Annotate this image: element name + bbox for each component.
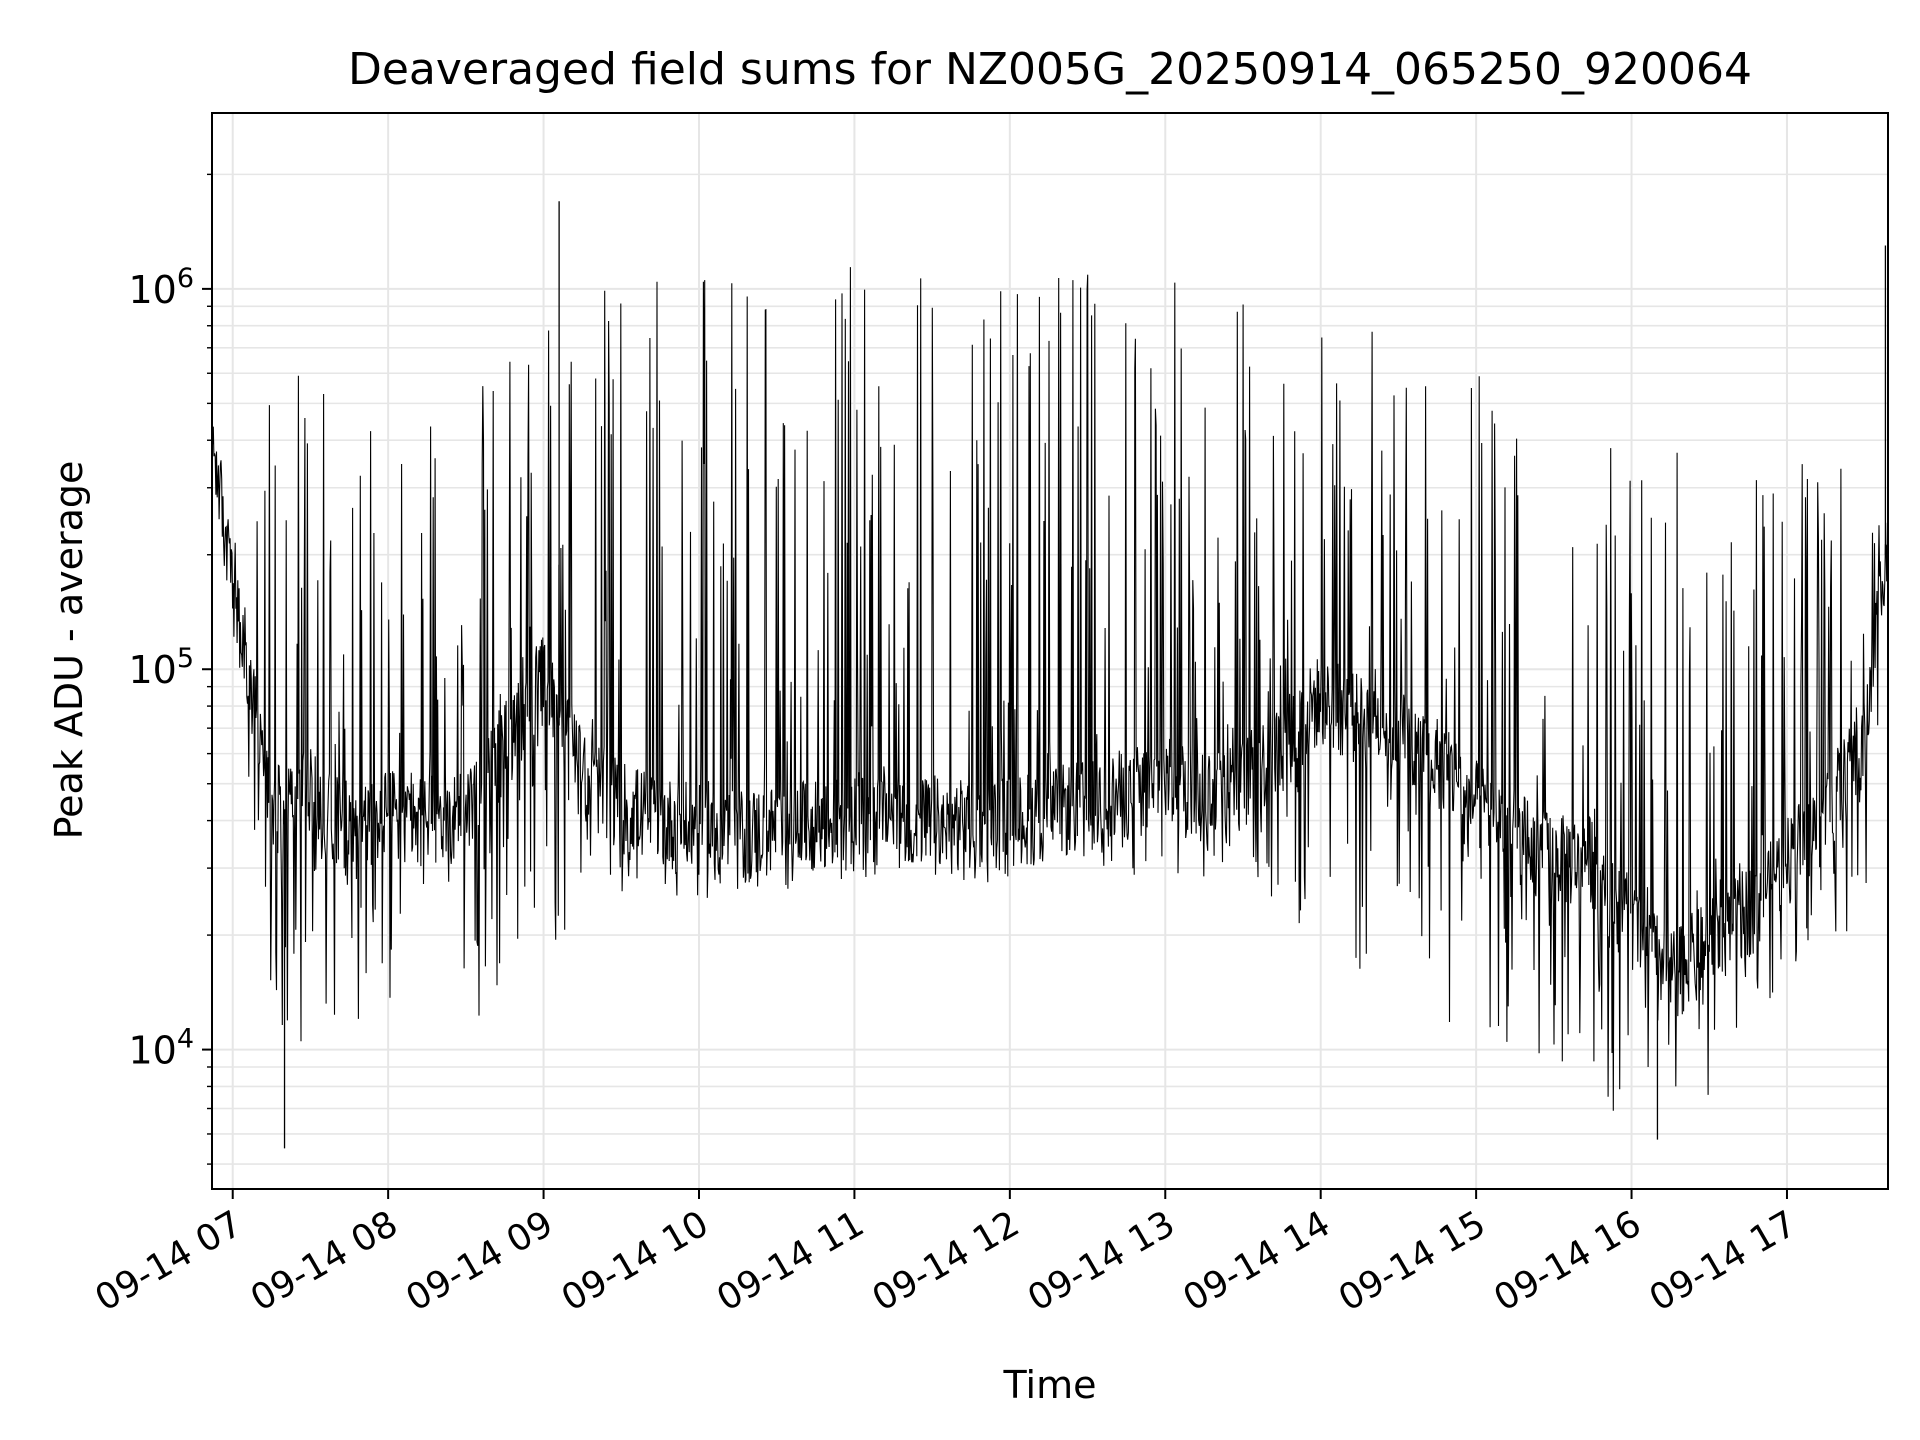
x-tick-label: 09-14 08	[244, 1203, 405, 1319]
x-tick-label: 09-14 17	[1643, 1203, 1804, 1319]
x-tick-label: 09-14 12	[866, 1203, 1027, 1319]
series-layer	[211, 201, 1889, 1149]
x-tick-label: 09-14 09	[399, 1203, 560, 1319]
x-tick-label: 09-14 16	[1487, 1203, 1648, 1319]
x-tick-label: 09-14 13	[1021, 1203, 1182, 1319]
chart-title: Deaveraged field sums for NZ005G_2025091…	[348, 44, 1752, 95]
y-tick-label: 106	[128, 263, 194, 312]
x-tick-label: 09-14 14	[1177, 1203, 1338, 1319]
y-tick-label: 105	[128, 643, 194, 692]
x-tick-label: 09-14 10	[555, 1203, 716, 1319]
x-axis-label: Time	[1003, 1363, 1097, 1407]
axes-frame	[211, 112, 1889, 1190]
series-line	[211, 267, 1889, 1111]
x-tick-label: 09-14 15	[1332, 1203, 1493, 1319]
y-tick-label: 104	[128, 1024, 194, 1073]
x-tick-label: 09-14 11	[710, 1203, 871, 1319]
y-axis-label: Peak ADU - average	[47, 461, 91, 840]
x-tick-label: 09-14 07	[89, 1203, 250, 1319]
